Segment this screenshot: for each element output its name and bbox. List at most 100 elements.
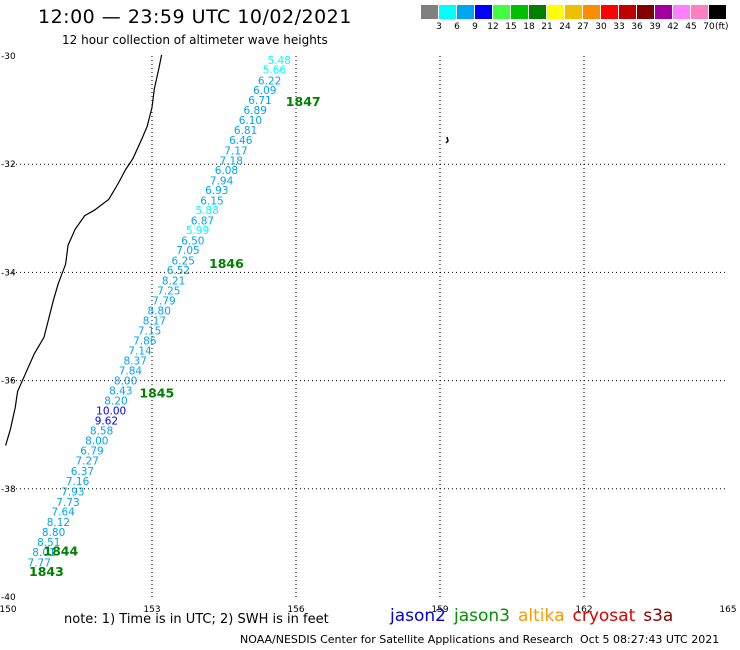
scale-swatch xyxy=(421,5,438,19)
lat-label: -36 xyxy=(1,377,16,387)
scale-swatch xyxy=(493,5,510,19)
swh-value: 5.99 xyxy=(186,225,209,237)
lon-label: 159 xyxy=(431,605,448,615)
scale-swatch xyxy=(691,5,708,19)
satellite-legend: jason2 jason3 altika cryosat s3a xyxy=(390,606,681,626)
swh-value: 8.17 xyxy=(143,316,166,328)
swh-value: 5.48 xyxy=(268,55,291,67)
lon-label: 153 xyxy=(143,605,160,615)
swh-value: 8.00 xyxy=(114,376,137,388)
scale-swatch xyxy=(439,5,456,19)
swh-value: 10.00 xyxy=(96,405,126,417)
swh-value: 7.64 xyxy=(52,507,76,519)
scale-label: 3 xyxy=(436,22,442,32)
swh-value: 7.17 xyxy=(224,146,247,158)
swh-value: 6.08 xyxy=(215,165,238,177)
lat-label: -34 xyxy=(1,268,16,278)
axis-labels: 150 153 156 159 162 165 -30 -32 -34 -36 -38 -40 xyxy=(0,52,737,615)
scale-label: 15 xyxy=(505,22,517,32)
time-label: 1847 xyxy=(286,94,321,109)
swh-value: 8.43 xyxy=(109,385,132,397)
swh-value: 7.25 xyxy=(157,285,180,297)
scale-label: 21 xyxy=(541,22,553,32)
swh-value: 6.10 xyxy=(239,115,262,127)
swh-value: 6.87 xyxy=(191,215,214,227)
satellite-name: cryosat xyxy=(572,606,636,626)
scale-swatch xyxy=(529,5,546,19)
swh-value: 6.09 xyxy=(253,85,276,97)
time-label: 1844 xyxy=(43,543,78,558)
scale-swatch xyxy=(619,5,636,19)
swh-value: 9.62 xyxy=(95,416,118,428)
swh-value: 8.80 xyxy=(42,527,65,539)
lon-label: 165 xyxy=(719,605,736,615)
scale-label: 6 xyxy=(454,22,460,32)
scale-label: 45 xyxy=(685,22,697,32)
scale-swatch xyxy=(637,5,654,19)
scale-swatch xyxy=(511,5,528,19)
lat-label: -32 xyxy=(1,160,16,170)
scale-swatch xyxy=(583,5,600,19)
time-label: 1843 xyxy=(29,564,64,579)
coastline xyxy=(5,54,449,446)
swh-value: 7.15 xyxy=(138,325,161,337)
scale-label: 36 xyxy=(631,22,643,32)
scale-swatch xyxy=(709,5,726,19)
lon-label: 150 xyxy=(0,605,17,615)
island-mark xyxy=(445,136,449,144)
satellite-track: 5.485.666.226.096.716.896.106.816.467.17… xyxy=(28,55,291,570)
swh-value: 5.66 xyxy=(263,65,287,77)
scale-swatch xyxy=(547,5,564,19)
swh-value: 8.58 xyxy=(90,425,113,437)
scale-swatch xyxy=(655,5,672,19)
swh-value: 6.25 xyxy=(172,255,195,267)
map-grid xyxy=(8,56,728,597)
credit-line: NOAA/NESDIS Center for Satellite Applica… xyxy=(240,633,574,646)
satellite-name: jason3 xyxy=(454,606,510,626)
scale-swatch xyxy=(601,5,618,19)
swh-value: 7.86 xyxy=(133,336,157,348)
swh-value: 7.79 xyxy=(152,296,175,308)
scale-label: 12 xyxy=(487,22,499,32)
time-label: 1845 xyxy=(139,386,174,401)
coastline-path xyxy=(5,54,163,446)
footer-note: note: 1) Time is in UTC; 2) SWH is in fe… xyxy=(64,612,329,627)
swh-value: 7.93 xyxy=(61,487,84,499)
lat-label: -40 xyxy=(1,593,16,603)
swh-value: 8.12 xyxy=(47,517,70,529)
lat-label: -38 xyxy=(1,485,16,495)
lon-label: 156 xyxy=(287,605,304,615)
satellite-name: jason2 xyxy=(390,606,446,626)
scale-unit: (ft) xyxy=(715,22,729,32)
timestamp: Oct 5 08:27:43 UTC 2021 xyxy=(580,633,720,646)
scale-label: 9 xyxy=(472,22,478,32)
swh-value: 7.27 xyxy=(76,456,99,468)
swh-value: 6.89 xyxy=(244,105,267,117)
swh-value: 7.94 xyxy=(210,175,234,187)
swh-value: 6.37 xyxy=(71,466,94,478)
scale-label: 18 xyxy=(523,22,535,32)
swh-value: 7.05 xyxy=(176,245,199,257)
swh-value: 6.81 xyxy=(234,125,257,137)
scale-label: 42 xyxy=(667,22,679,32)
satellite-name: altika xyxy=(518,606,565,626)
lat-label: -30 xyxy=(1,52,16,62)
scale-swatch xyxy=(565,5,582,19)
swh-value: 6.15 xyxy=(200,195,223,207)
swh-value: 8.20 xyxy=(104,396,127,408)
time-label: 1846 xyxy=(209,256,244,271)
swh-value: 8.80 xyxy=(148,305,171,317)
swh-value: 6.52 xyxy=(167,265,190,277)
time-labels: 1847 1846 1845 1844 1843 xyxy=(29,94,321,579)
scale-label: 24 xyxy=(559,22,571,32)
swh-value: 7.73 xyxy=(56,497,79,509)
page-title: 12:00 — 23:59 UTC 10/02/2021 xyxy=(38,6,352,28)
scale-swatch xyxy=(673,5,690,19)
satellite-name: s3a xyxy=(643,606,674,626)
scale-label: 33 xyxy=(613,22,625,32)
lon-label: 162 xyxy=(575,605,592,615)
swh-value: 7.18 xyxy=(220,155,243,167)
swh-value: 6.46 xyxy=(229,135,253,147)
scale-swatch xyxy=(457,5,474,19)
